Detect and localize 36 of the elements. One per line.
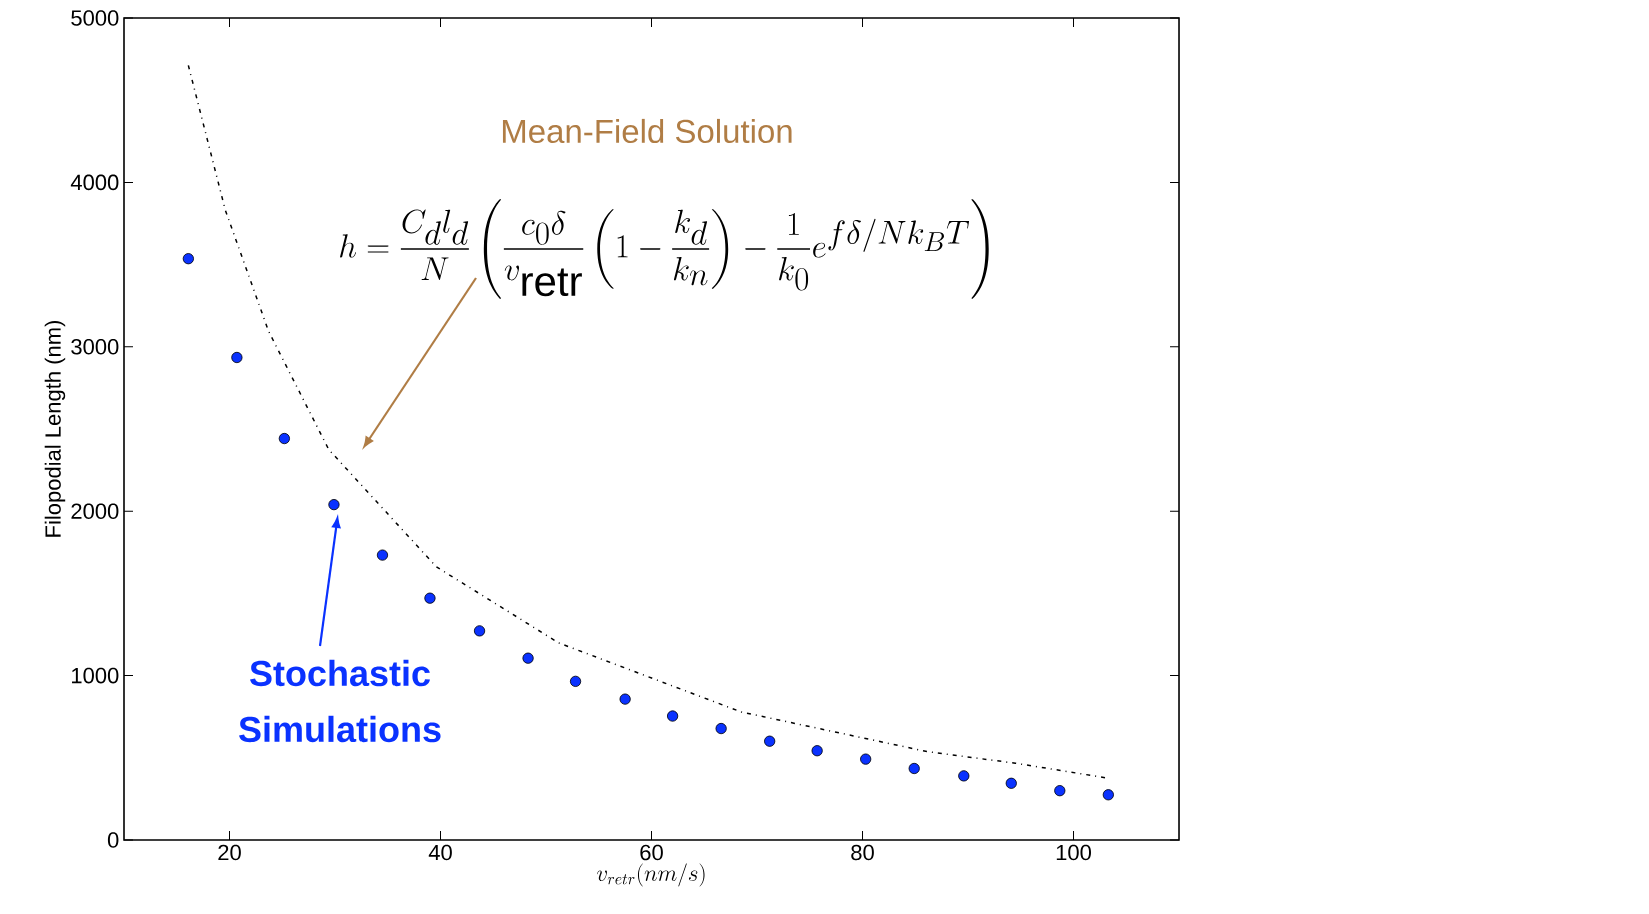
point [667,710,679,722]
point [278,432,290,445]
y-tick-label: 2000 [71,503,119,519]
x-tick-label: 80 [851,844,874,861]
point [1005,777,1017,789]
y-axis-title: Filopodial Length (nm) [44,320,66,537]
point [328,499,340,511]
y-tick-label: 0 [107,832,119,848]
point [1102,789,1114,801]
point [958,770,970,782]
point [860,753,872,765]
annotation: Stochastic Simulations [239,659,441,743]
y-tick-label: 4000 [70,174,119,191]
annotation: $h=\frac{C_dl_d}{N}\left(\frac{c_0\delta}{v_{\mathrm{retr}}}\left(1-\frac{k_d}{k_n}\right)-\frac{1}{k_0}e^{f\delta/Nk_BT}\right)$ [340,199,989,299]
point [376,549,389,561]
x-tick-label: 40 [428,844,452,861]
point [811,745,823,757]
annotation: Mean-Field Solution [502,118,792,144]
y-tick-label: 1000 [72,667,119,684]
point [715,722,727,735]
y-tick-label: 5000 [71,10,119,26]
point [231,351,243,364]
point [182,253,194,265]
point [908,762,920,775]
y-tick-label: 3000 [71,339,119,355]
point [619,693,631,705]
point [764,735,776,747]
point [473,625,486,637]
point [424,592,436,604]
x-tick-label: 100 [1056,844,1091,861]
x-tick-label: 60 [640,844,663,861]
point [569,675,582,687]
point [1054,785,1066,797]
point [522,652,534,664]
x-axis-title: $v_{retr}(nm/s)$ [597,863,705,887]
x-tick-label: 20 [218,844,241,861]
